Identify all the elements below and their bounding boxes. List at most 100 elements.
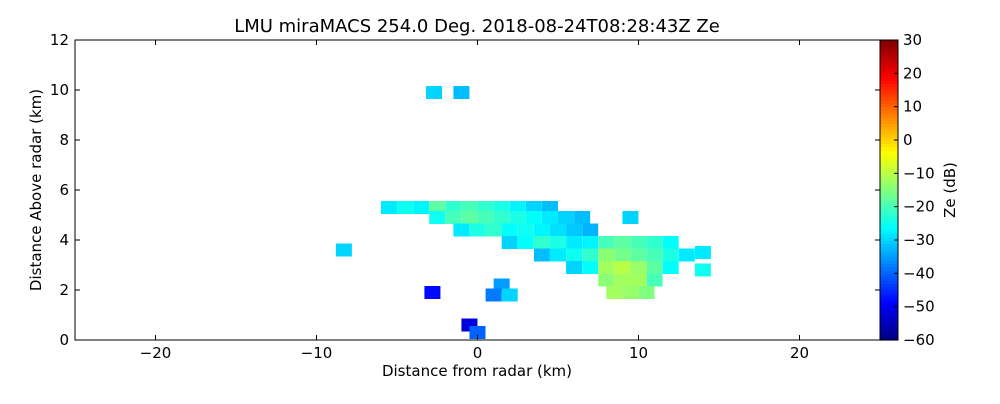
echo-cell <box>598 273 615 287</box>
colorbar-step <box>880 143 898 148</box>
colorbar-step <box>880 56 898 61</box>
colorbar-step <box>880 150 898 154</box>
colorbar-step <box>880 226 898 231</box>
colorbar-step <box>880 53 898 58</box>
echo-cell <box>614 261 631 274</box>
echo-cell <box>630 273 647 287</box>
colorbar-step <box>880 76 898 81</box>
colorbar-step <box>880 136 898 141</box>
colorbar-step <box>880 63 898 68</box>
y-tick-label: 0 <box>59 331 69 349</box>
colorbar-step <box>880 316 898 321</box>
colorbar-step <box>880 216 898 221</box>
echo-cell <box>638 286 655 299</box>
echo-cell <box>461 211 478 224</box>
colorbar-step <box>880 66 898 71</box>
colorbar-step <box>880 260 898 264</box>
echo-cell <box>445 211 462 224</box>
echo-cell <box>622 211 639 224</box>
y-tick-label: 12 <box>50 31 69 49</box>
echo-cell <box>550 223 566 237</box>
echo-cell <box>525 211 542 224</box>
echo-cell <box>566 223 583 237</box>
y-tick-label: 8 <box>59 131 69 149</box>
colorbar-step <box>880 233 898 238</box>
echo-cell <box>525 201 542 214</box>
colorbar-tick-label: −50 <box>903 298 935 316</box>
echo-cell <box>517 236 534 249</box>
echo-cell <box>646 236 663 249</box>
colorbar-step <box>880 283 898 288</box>
chart-title: LMU miraMACS 254.0 Deg. 2018-08-24T08:28… <box>234 16 720 37</box>
colorbar-step <box>880 200 898 204</box>
colorbar-step <box>880 183 898 188</box>
echo-cell <box>630 261 647 274</box>
colorbar-step <box>880 123 898 128</box>
echo-cell <box>541 201 558 214</box>
colorbar-step <box>880 93 898 98</box>
colorbar-step <box>880 153 898 158</box>
echo-cell <box>662 261 679 274</box>
colorbar-step <box>880 280 898 284</box>
echo-cell <box>646 273 663 287</box>
colorbar-step <box>880 86 898 91</box>
echo-cell <box>566 248 583 262</box>
echo-cell <box>598 248 615 262</box>
colorbar-step <box>880 96 898 101</box>
colorbar-step <box>880 323 898 328</box>
colorbar-step <box>880 60 898 64</box>
echo-cell <box>582 261 599 274</box>
echo-cell <box>662 248 679 262</box>
colorbar-step <box>880 263 898 268</box>
colorbar-step <box>880 223 898 228</box>
echo-cell <box>485 223 502 237</box>
colorbar-step <box>880 303 898 308</box>
echo-cell <box>461 201 478 214</box>
colorbar-step <box>880 106 898 111</box>
echo-cell <box>566 261 583 274</box>
y-tick-label: 4 <box>59 231 69 249</box>
colorbar-step <box>880 300 898 304</box>
echo-cell <box>453 86 470 99</box>
echo-cell <box>501 288 518 302</box>
y-axis-label: Distance Above radar (km) <box>27 89 45 291</box>
colorbar-tick-label: 10 <box>903 98 922 116</box>
x-tick-label: −10 <box>301 344 333 362</box>
colorbar-tick-label: −60 <box>903 331 935 349</box>
echo-cell <box>533 223 550 237</box>
colorbar-step <box>880 180 898 184</box>
echo-cell <box>694 246 711 259</box>
echo-cell <box>582 248 599 262</box>
echo-cell <box>533 248 550 262</box>
colorbar-step <box>880 206 898 211</box>
colorbar-step <box>880 213 898 218</box>
colorbar-step <box>880 116 898 121</box>
y-tick-label: 6 <box>59 181 69 199</box>
echo-cell <box>485 288 502 302</box>
colorbar-step <box>880 240 898 244</box>
colorbar-step <box>880 46 898 51</box>
echo-cell <box>614 273 631 287</box>
x-tick-label: 20 <box>790 344 809 362</box>
colorbar-step <box>880 306 898 311</box>
echo-cell <box>380 201 397 214</box>
colorbar-step <box>880 320 898 324</box>
colorbar-step <box>880 266 898 271</box>
colorbar-step <box>880 50 898 54</box>
echo-cell <box>429 201 446 214</box>
echo-cell <box>582 223 599 237</box>
colorbar-step <box>880 186 898 191</box>
colorbar-step <box>880 120 898 124</box>
echo-cell <box>614 248 631 262</box>
colorbar-step <box>880 110 898 114</box>
echo-cell <box>509 201 526 214</box>
colorbar-tick-label: −40 <box>903 264 935 282</box>
echo-cell <box>335 243 352 257</box>
x-tick-label: 0 <box>473 344 483 362</box>
colorbar-step <box>880 236 898 241</box>
x-tick-label: −20 <box>140 344 172 362</box>
colorbar-step <box>880 326 898 331</box>
colorbar-step <box>880 313 898 318</box>
colorbar-step <box>880 43 898 48</box>
